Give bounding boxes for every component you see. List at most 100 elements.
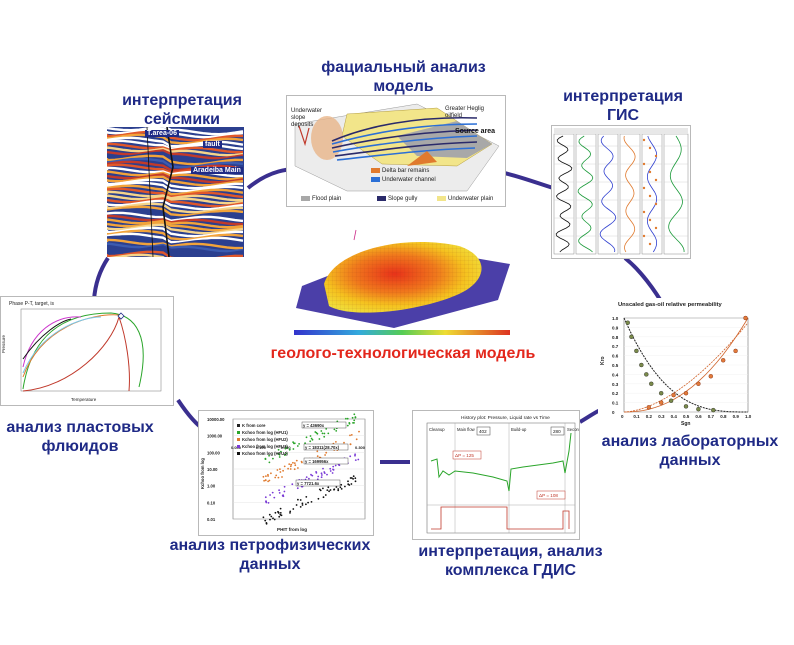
facies-legend-label: Delta bar remains: [382, 168, 430, 175]
seismic-reflector: [107, 250, 244, 257]
petro-point: [295, 459, 298, 462]
petro-point: [288, 463, 291, 465]
relperm-x-tick: 1.0: [745, 414, 752, 419]
petro-point: [284, 447, 287, 450]
petro-point: [293, 468, 296, 471]
petro-point: [353, 422, 355, 424]
fluid-curve: [22, 315, 130, 392]
petro-point: [309, 435, 312, 437]
facies-legend-label: Underwater plain: [448, 196, 494, 203]
petro-point: [264, 519, 267, 522]
petro-point: [322, 487, 324, 490]
petro-point: [268, 479, 271, 482]
gdis-section-label: Secondary flow: [567, 427, 579, 432]
petro-point: [301, 502, 304, 505]
petro-point: [296, 445, 299, 447]
petro-y-label: Kchoo from log: [200, 458, 205, 489]
petro-point: [283, 485, 286, 488]
label-facies-text: фациальный анализ модель: [321, 59, 486, 95]
seismic-reflector: [107, 175, 244, 187]
label-lab-text: анализ лабораторных данных: [601, 433, 779, 469]
facies-legend-item: Delta bar remains: [371, 168, 429, 174]
petro-point: [267, 502, 270, 504]
seismic-tag-fault: fault: [203, 141, 222, 148]
relperm-y-tick: 0.8: [612, 335, 619, 340]
petro-point: [329, 470, 332, 472]
petro-point: [354, 416, 357, 419]
petro-point: [337, 463, 340, 466]
petro-point: [346, 417, 349, 420]
petro-point: [289, 510, 292, 513]
petro-point: [332, 465, 335, 468]
petro-point: [349, 443, 352, 446]
petro-point: [317, 475, 320, 478]
facies-legend-item: Slope gully: [377, 196, 417, 202]
fault-line: [162, 127, 174, 257]
facies-legend-label: Slope gully: [388, 196, 418, 203]
gdis-section-label: Build-up: [511, 427, 527, 432]
relperm-y-label: Kro: [600, 356, 606, 365]
gdis-section-label: Main flow: [457, 427, 476, 432]
fluid-x-label: Temperature: [71, 397, 97, 402]
relperm-chart: Unscaled gas-oil relative permeability 0 0…: [598, 298, 758, 426]
gis-curve: [668, 135, 685, 253]
seismic-reflector: [107, 187, 244, 199]
petro-point: [304, 442, 306, 445]
gdis-chip: [536, 490, 566, 500]
seismic-reflector: [107, 194, 244, 205]
seismic-reflector: [107, 197, 244, 208]
petro-equation: y = 7721.6x: [297, 481, 320, 486]
facies-legend-swatch: [371, 168, 380, 173]
petro-point: [291, 483, 294, 486]
label-facies-analysis: фациальный анализ модель: [306, 58, 501, 96]
petro-point: [289, 512, 291, 514]
petro-point: [335, 430, 338, 432]
petro-point: [320, 430, 323, 432]
relperm-x-tick: 0: [621, 414, 624, 419]
petro-point: [349, 455, 352, 458]
petro-point: [340, 483, 343, 486]
petro-point: [279, 507, 282, 510]
petro-y-tick: 10000.00: [207, 417, 225, 422]
petro-point: [305, 503, 307, 506]
petro-point: [264, 458, 267, 460]
seismic-reflector: [107, 160, 244, 172]
petro-legend-label: Kchoo from log (HFU2): [242, 437, 288, 442]
gis-point: [642, 210, 646, 214]
petro-point: [292, 441, 294, 443]
petro-point: [294, 464, 297, 467]
petro-point: [305, 476, 308, 478]
facies-panel: Underwater slope deposits Greater Heglig…: [286, 95, 506, 207]
seismic-reflector: [107, 245, 244, 256]
relperm-x-tick: 0.7: [708, 414, 715, 419]
petro-point: [340, 488, 343, 490]
seismic-reflector: [107, 205, 244, 217]
gdis-pressure-curve: [430, 432, 572, 492]
petro-point: [346, 424, 349, 427]
relperm-y-tick: 1.0: [612, 316, 619, 321]
petro-point: [316, 455, 319, 458]
petro-point: [320, 472, 323, 475]
facies-slope-deposits: Underwater slope deposits: [291, 108, 323, 128]
relperm-y-tick: 0.7: [612, 344, 619, 349]
petro-panel: 10000.00 1000.00 100.00 10.00 1.00 0.10 0.01 0.…: [198, 410, 374, 536]
relperm-y-tick: 0.5: [612, 363, 619, 368]
petro-point: [268, 454, 270, 457]
seismic-reflector: [107, 181, 244, 193]
petro-point: [279, 468, 281, 470]
petro-point: [315, 471, 317, 473]
label-lab-analysis: анализ лабораторных данных: [586, 432, 794, 470]
petro-point: [349, 434, 351, 437]
petro-y-tick: 0.10: [207, 500, 216, 505]
petro-x-tick: 0.300: [355, 445, 366, 450]
facies-legend-item: Flood plain: [301, 196, 341, 202]
petro-point: [355, 438, 358, 441]
label-gdis-analysis: интерпретация, анализ комплекса ГДИС: [398, 542, 623, 580]
petro-point: [264, 496, 267, 499]
petro-point: [282, 469, 284, 472]
relperm-data-point: [644, 372, 649, 377]
petro-x-label: PHIT from log: [277, 527, 307, 532]
gis-point: [654, 202, 658, 206]
gis-log-tracks: [552, 126, 690, 258]
petro-point: [293, 442, 295, 445]
